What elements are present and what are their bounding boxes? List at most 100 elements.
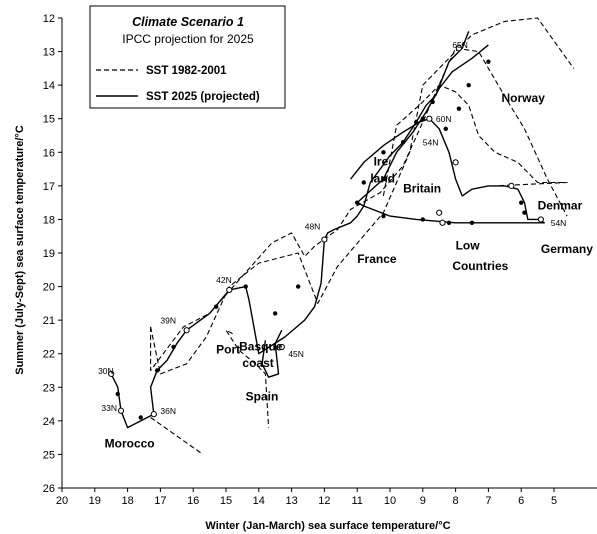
x-axis-label: Winter (Jan-March) sea surface temperatu… bbox=[205, 520, 450, 532]
open-marker bbox=[537, 216, 544, 223]
annotation-layer: 30N 33N 36N 39N 42N 45N 48N 54N 60N 65N 54N Morocco… bbox=[98, 40, 593, 451]
legend-subtitle: IPCC projection for 2025 bbox=[122, 32, 254, 46]
x-tick-label: 11 bbox=[351, 495, 362, 507]
region-label: Spain bbox=[246, 390, 279, 404]
filled-marker bbox=[171, 344, 176, 350]
y-tick-label: 14 bbox=[43, 80, 55, 92]
latitude-label: 42N bbox=[216, 275, 232, 285]
open-marker bbox=[321, 236, 328, 243]
y-axis-label: Summer (July-Sept) sea surface temperatu… bbox=[14, 125, 26, 375]
filled-marker bbox=[381, 213, 386, 219]
y-tick-label: 19 bbox=[43, 248, 55, 260]
open-marker bbox=[439, 219, 446, 226]
latitude-label: 54N bbox=[551, 218, 567, 228]
x-tick-label: 17 bbox=[154, 495, 166, 507]
open-marker bbox=[226, 286, 233, 294]
series-2025-line-0 bbox=[110, 31, 470, 429]
filled-marker bbox=[273, 311, 278, 316]
latitude-label: 48N bbox=[305, 222, 321, 232]
y-tick-label: 26 bbox=[43, 483, 55, 495]
y-tick-label: 12 bbox=[43, 13, 55, 25]
latitude-label: 60N bbox=[436, 114, 452, 124]
legend-box bbox=[89, 5, 286, 109]
open-marker bbox=[508, 182, 515, 189]
legend-entry-1982-2001: SST 1982-2001 bbox=[146, 65, 227, 77]
open-marker bbox=[436, 209, 443, 216]
y-tick-label: 13 bbox=[43, 47, 55, 59]
x-tick-label: 9 bbox=[420, 495, 426, 507]
y-tick-label: 15 bbox=[43, 114, 55, 126]
region-label: Countries bbox=[452, 259, 508, 273]
filled-marker bbox=[469, 220, 475, 225]
filled-marker bbox=[519, 200, 524, 205]
x-tick-label: 13 bbox=[285, 495, 297, 507]
y-tick-label: 20 bbox=[43, 282, 55, 294]
latitude-label: 30N bbox=[98, 366, 114, 376]
region-label: Britain bbox=[403, 182, 441, 196]
open-marker bbox=[108, 370, 115, 377]
region-label: Basque bbox=[239, 339, 283, 353]
region-label: Low bbox=[456, 239, 481, 253]
latitude-label: 39N bbox=[160, 316, 176, 326]
filled-marker bbox=[446, 220, 452, 225]
filled-marker bbox=[522, 210, 527, 215]
open-marker bbox=[150, 411, 157, 418]
filled-marker bbox=[420, 217, 425, 222]
filled-marker bbox=[381, 150, 386, 155]
series-1982-2001-line-4 bbox=[150, 417, 204, 455]
filled-marker bbox=[456, 106, 462, 111]
legend-title: Climate Scenario 1 bbox=[132, 15, 244, 29]
marker-layer bbox=[108, 45, 544, 420]
series-2025-line-2 bbox=[350, 117, 545, 224]
filled-marker bbox=[138, 415, 143, 420]
filled-marker bbox=[420, 116, 425, 121]
x-axis-ticks: 20 19 18 17 16 15 14 13 12 11 10 9 8 7 6 5 bbox=[56, 488, 557, 507]
filled-marker bbox=[486, 59, 491, 64]
filled-marker bbox=[355, 200, 360, 205]
x-tick-label: 19 bbox=[89, 495, 101, 507]
y-tick-label: 24 bbox=[43, 416, 55, 428]
x-tick-label: 7 bbox=[485, 495, 491, 507]
region-label: coast bbox=[242, 356, 273, 370]
filled-marker bbox=[466, 82, 471, 88]
x-tick-label: 14 bbox=[253, 495, 265, 507]
filled-marker bbox=[443, 126, 448, 131]
latitude-label: 33N bbox=[101, 403, 117, 413]
region-label: Ire bbox=[374, 155, 389, 169]
x-tick-label: 18 bbox=[121, 495, 133, 507]
open-marker bbox=[426, 115, 433, 122]
region-label: land bbox=[370, 172, 395, 186]
y-tick-label: 17 bbox=[43, 181, 55, 193]
filled-marker bbox=[115, 391, 120, 397]
series-1982-2001-line-2 bbox=[382, 84, 568, 197]
filled-marker bbox=[414, 119, 419, 125]
open-marker bbox=[183, 327, 190, 334]
y-tick-label: 25 bbox=[43, 449, 55, 461]
series-layer bbox=[110, 17, 575, 455]
legend-entry-2025: SST 2025 (projected) bbox=[146, 91, 260, 103]
x-tick-label: 8 bbox=[453, 495, 459, 507]
x-tick-label: 10 bbox=[384, 495, 396, 507]
region-label: Morocco bbox=[105, 437, 155, 451]
region-label: Germany bbox=[541, 242, 593, 256]
y-axis-ticks: 12 13 14 15 16 17 18 19 20 21 22 23 24 25 26 bbox=[43, 13, 62, 495]
open-marker bbox=[117, 407, 125, 414]
y-tick-label: 16 bbox=[43, 147, 55, 159]
latitude-label: 45N bbox=[288, 349, 304, 359]
x-tick-label: 12 bbox=[318, 495, 330, 507]
x-tick-label: 5 bbox=[551, 495, 557, 507]
y-tick-label: 23 bbox=[43, 382, 55, 394]
region-label: France bbox=[357, 252, 397, 266]
filled-marker bbox=[381, 176, 386, 182]
filled-marker bbox=[400, 140, 406, 145]
open-marker bbox=[455, 45, 462, 52]
filled-marker bbox=[295, 284, 301, 289]
filled-marker bbox=[361, 180, 366, 185]
x-tick-label: 6 bbox=[518, 495, 524, 507]
open-marker bbox=[278, 343, 285, 351]
y-tick-label: 21 bbox=[43, 315, 55, 327]
series-2025-line-3 bbox=[261, 329, 283, 378]
region-label: Norway bbox=[502, 91, 546, 105]
series-2025-line-1 bbox=[356, 44, 489, 204]
latitude-label: 36N bbox=[160, 406, 176, 416]
